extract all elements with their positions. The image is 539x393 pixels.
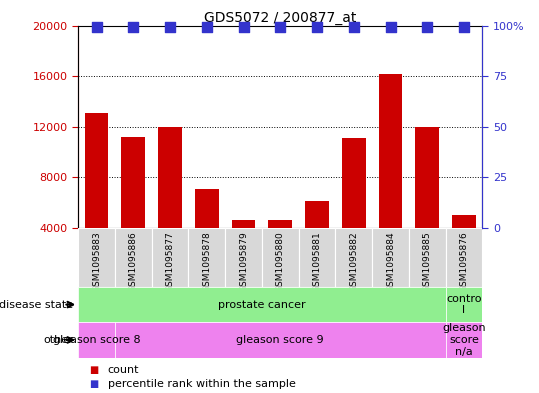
Text: GSM1095885: GSM1095885 <box>423 231 432 292</box>
Point <box>129 24 137 30</box>
Text: ■: ■ <box>89 379 98 389</box>
Bar <box>378 73 403 279</box>
Bar <box>78 228 115 287</box>
Point <box>313 24 321 30</box>
Bar <box>151 228 189 287</box>
Bar <box>452 215 476 279</box>
Bar <box>189 228 225 287</box>
Bar <box>446 228 482 287</box>
Bar <box>305 201 329 279</box>
Text: prostate cancer: prostate cancer <box>218 299 306 310</box>
Bar <box>446 287 482 322</box>
Text: GSM1095879: GSM1095879 <box>239 231 248 292</box>
Point <box>165 24 174 30</box>
Point <box>239 24 248 30</box>
Text: GSM1095882: GSM1095882 <box>349 231 358 292</box>
Point <box>386 24 395 30</box>
Bar <box>409 228 446 287</box>
Point <box>460 24 468 30</box>
Text: count: count <box>108 365 139 375</box>
Text: other: other <box>43 335 73 345</box>
Text: GSM1095883: GSM1095883 <box>92 231 101 292</box>
Bar <box>262 228 299 287</box>
Text: GSM1095886: GSM1095886 <box>129 231 138 292</box>
Bar <box>372 228 409 287</box>
Text: ■: ■ <box>89 365 98 375</box>
Text: GSM1095884: GSM1095884 <box>386 231 395 292</box>
Point <box>203 24 211 30</box>
Point <box>349 24 358 30</box>
Bar <box>115 228 151 287</box>
Bar <box>342 138 366 279</box>
Bar <box>78 322 115 358</box>
Bar <box>446 322 482 358</box>
Text: GSM1095877: GSM1095877 <box>165 231 175 292</box>
Text: gleason score 8: gleason score 8 <box>53 335 140 345</box>
Text: GSM1095876: GSM1095876 <box>460 231 468 292</box>
Text: percentile rank within the sample: percentile rank within the sample <box>108 379 296 389</box>
Point <box>423 24 432 30</box>
Bar <box>121 137 145 279</box>
Text: GSM1095878: GSM1095878 <box>202 231 211 292</box>
Bar <box>268 220 292 279</box>
Text: GSM1095881: GSM1095881 <box>313 231 322 292</box>
Point <box>92 24 101 30</box>
Text: contro
l: contro l <box>446 294 482 315</box>
Text: gleason score 9: gleason score 9 <box>237 335 324 345</box>
Bar <box>299 228 335 287</box>
Title: GDS5072 / 200877_at: GDS5072 / 200877_at <box>204 11 356 24</box>
Bar <box>195 189 219 279</box>
Text: disease state: disease state <box>0 299 73 310</box>
Text: gleason
score
n/a: gleason score n/a <box>442 323 486 356</box>
Bar <box>232 220 255 279</box>
Text: GSM1095880: GSM1095880 <box>276 231 285 292</box>
Bar <box>416 127 439 279</box>
Bar <box>85 113 108 279</box>
Bar <box>335 228 372 287</box>
Bar <box>158 127 182 279</box>
Bar <box>225 228 262 287</box>
Bar <box>115 322 446 358</box>
Point <box>276 24 285 30</box>
